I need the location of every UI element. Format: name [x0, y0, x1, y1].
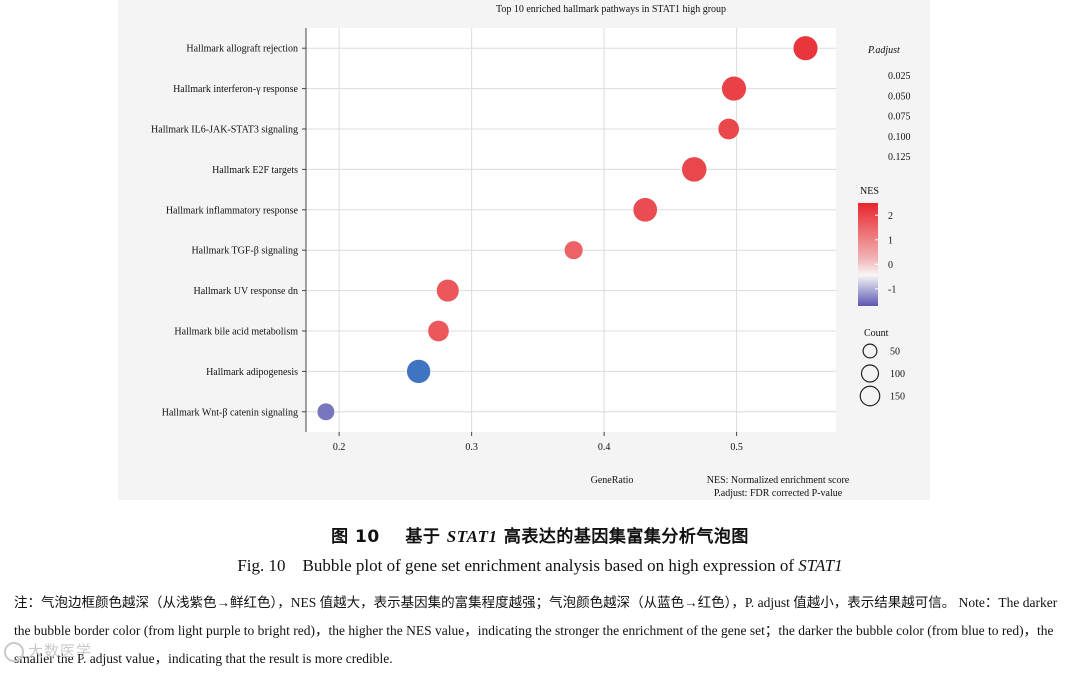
- legend-nes-label: 1: [888, 235, 893, 246]
- bubble-point: [564, 240, 584, 260]
- legend-padjust-label: 0.050: [888, 91, 911, 102]
- bubble-point: [792, 35, 819, 61]
- legend-count-title: Count: [864, 328, 889, 339]
- y-tick-label: Hallmark E2F targets: [212, 165, 298, 176]
- chart-title: Top 10 enriched hallmark pathways in STA…: [496, 4, 726, 15]
- legend-count-circle: [862, 343, 878, 359]
- legend-nes-title: NES: [860, 186, 879, 197]
- x-tick-label: 0.2: [333, 442, 346, 453]
- caption-cn-gene: STAT1: [446, 527, 498, 546]
- figure-caption-english: Fig. 10 Bubble plot of gene set enrichme…: [0, 556, 1080, 576]
- bubble-point: [406, 359, 431, 384]
- x-tick-label: 0.3: [465, 442, 478, 453]
- legend-count-circle: [860, 364, 880, 383]
- legend-count-label: 50: [890, 347, 900, 358]
- x-axis-label: GeneRatio: [591, 475, 634, 486]
- legend-count-label: 100: [890, 369, 905, 380]
- watermark-text: 大数医学: [28, 642, 93, 660]
- y-tick-label: Hallmark TGF-β signaling: [191, 246, 298, 257]
- y-tick-label: Hallmark bile acid metabolism: [174, 327, 298, 338]
- bubble-point: [721, 76, 747, 102]
- bubble-point: [632, 197, 658, 223]
- caption-cn-suffix: 高表达的基因集富集分析气泡图: [503, 527, 749, 547]
- legend-count-label: 150: [890, 392, 905, 403]
- legend-padjust-label: 0.100: [888, 132, 911, 143]
- bubble-point: [316, 402, 335, 421]
- legend-padjust-title: P.adjust: [867, 45, 900, 56]
- bubble-point: [427, 320, 450, 342]
- bubble-point: [717, 118, 740, 140]
- watermark-logo-icon: [4, 641, 24, 662]
- legend-nes-label: 2: [888, 211, 893, 222]
- footnote-padjust: P.adjust: FDR corrected P-value: [714, 488, 843, 499]
- legend-nes-label: 0: [888, 260, 893, 271]
- bubble-point: [436, 279, 460, 303]
- watermark: 大数医学: [4, 640, 92, 662]
- note-english: Note：The darker the bubble border color …: [14, 595, 1058, 666]
- legend-count-circle: [859, 385, 881, 407]
- caption-en-text: Bubble plot of gene set enrichment analy…: [302, 556, 794, 575]
- bubble-chart: 0.2 0.3 0.4 0.5 Hallmark allograft rejection…: [151, 4, 911, 499]
- figure-note: 注：气泡边框颜色越深（从浅紫色→鲜红色），NES 值越大，表示基因集的富集程度越…: [14, 589, 1066, 673]
- legend-padjust-label: 0.075: [888, 112, 911, 123]
- plot-panel: [306, 28, 836, 432]
- x-tick-label: 0.5: [730, 442, 743, 453]
- footnote-nes: NES: Normalized enrichment score: [707, 475, 850, 486]
- figure-caption-chinese: 图 10 基于 STAT1 高表达的基因集富集分析气泡图: [0, 522, 1080, 547]
- y-tick-label: Hallmark adipogenesis: [206, 367, 298, 378]
- caption-cn-label: 图 10: [331, 527, 380, 547]
- bubble-plot-figure: 0.2 0.3 0.4 0.5 Hallmark allograft rejection…: [118, 0, 930, 500]
- x-tick-label: 0.4: [598, 442, 611, 453]
- note-chinese: 注：气泡边框颜色越深（从浅紫色→鲜红色），NES 值越大，表示基因集的富集程度越…: [14, 595, 956, 610]
- legend-padjust-label: 0.025: [888, 71, 911, 82]
- legend-nes-colorbar: [858, 203, 878, 306]
- caption-en-label: Fig. 10: [237, 556, 286, 575]
- y-tick-label: Hallmark allograft rejection: [186, 44, 298, 55]
- y-tick-label: Hallmark IL6-JAK-STAT3 signaling: [151, 125, 298, 136]
- caption-en-gene: STAT1: [798, 556, 843, 575]
- y-tick-label: Hallmark interferon-γ response: [173, 84, 298, 95]
- legend-padjust-label: 0.125: [888, 152, 911, 163]
- caption-cn-prefix: 基于: [405, 527, 441, 547]
- y-tick-label: Hallmark UV response dn: [193, 286, 298, 297]
- y-tick-label: Hallmark Wnt-β catenin signaling: [162, 407, 298, 418]
- legend-nes-label: -1: [888, 284, 896, 295]
- y-tick-label: Hallmark inflammatory response: [166, 205, 299, 216]
- bubble-point: [681, 156, 707, 183]
